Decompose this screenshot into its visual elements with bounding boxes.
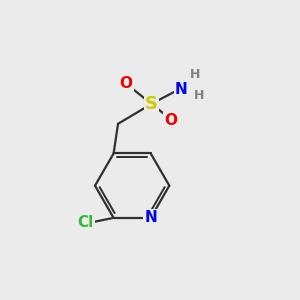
- Text: H: H: [189, 68, 200, 81]
- Text: N: N: [144, 210, 157, 225]
- Text: H: H: [194, 88, 204, 101]
- Text: N: N: [175, 82, 188, 97]
- Text: S: S: [145, 95, 158, 113]
- Text: Cl: Cl: [77, 215, 94, 230]
- Text: O: O: [120, 76, 133, 91]
- Text: O: O: [164, 113, 177, 128]
